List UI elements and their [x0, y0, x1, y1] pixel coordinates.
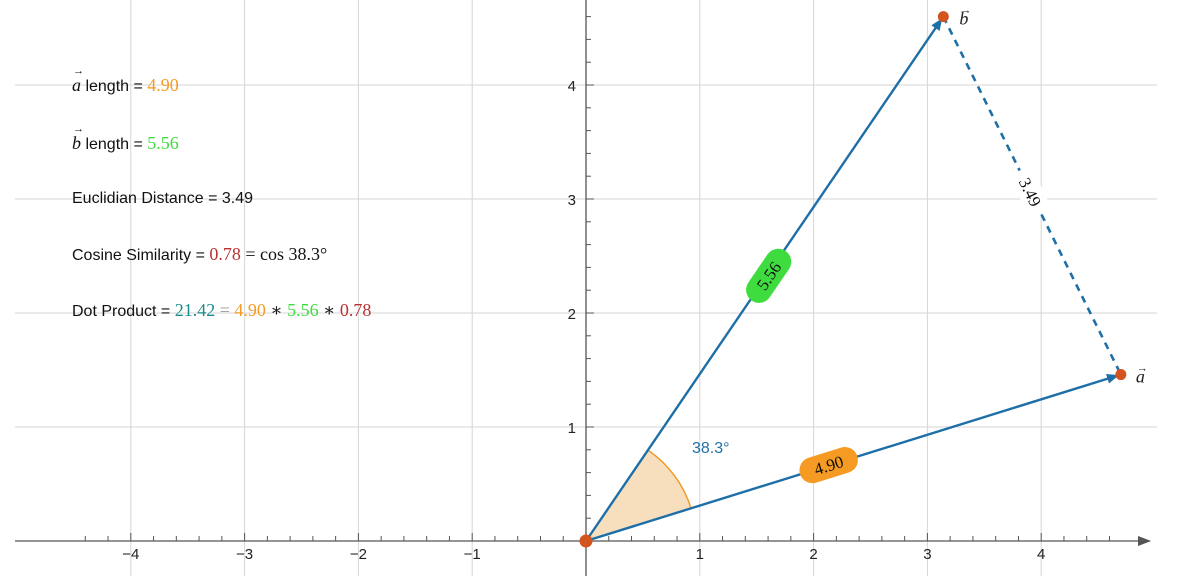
vector-a-length-label: 4.90 [799, 447, 858, 484]
svg-text:a: a [1136, 367, 1145, 387]
y-tick-labels: 1 2 3 4 [568, 78, 576, 437]
y-tick-label: 2 [568, 306, 576, 323]
angle-sector [584, 449, 692, 543]
a-length-text: length = [81, 78, 148, 95]
origin-point[interactable] [579, 534, 593, 548]
x-tick-label: 2 [809, 546, 817, 563]
a-length-row: → a length = 4.90 [72, 65, 179, 96]
point-b-label: b → [959, 5, 971, 29]
x-tick-label: 1 [696, 546, 704, 563]
b-length-row: → b length = 5.56 [72, 123, 179, 154]
x-tick-label: −2 [350, 546, 367, 563]
vector-a-symbol: → a [72, 65, 84, 95]
dot-b-length: 5.56 [287, 300, 319, 320]
vector-arrow-glyph: → [1137, 363, 1148, 375]
x-tick-label: −4 [122, 546, 139, 563]
cosine-angle-expression: = cos 38.3° [240, 244, 328, 264]
angle-label: 38.3° [692, 440, 730, 457]
x-tick-labels: −4 −3 −2 −1 1 2 3 4 [122, 546, 1045, 563]
point-b[interactable] [937, 11, 949, 23]
minor-ticks [84, 16, 1110, 541]
dot-product-row: Dot Product = 21.42 = 4.90 ∗ 5.56 ∗ 0.78 [72, 300, 371, 321]
y-tick-label: 1 [568, 420, 576, 437]
b-length-text: length = [81, 136, 148, 153]
cosine-value: 0.78 [209, 244, 241, 264]
y-tick-label: 4 [568, 78, 576, 95]
b-length-value: 5.56 [147, 133, 179, 153]
euclidean-distance-text: Euclidian Distance = 3.49 [72, 190, 253, 207]
dot-label: Dot Product = [72, 303, 175, 320]
dot-cosine: 0.78 [339, 300, 372, 320]
dot-multiply-2: ∗ [318, 300, 340, 320]
vector-b-symbol: → b [72, 123, 84, 153]
vector-arrow-glyph: → [960, 5, 971, 17]
x-tick-label: −1 [464, 546, 481, 563]
x-tick-label: 4 [1037, 546, 1045, 563]
a-length-value: 4.90 [147, 75, 179, 95]
y-tick-label: 3 [568, 192, 576, 209]
distance-label: 3.49 [1008, 165, 1052, 219]
euclidean-distance-row: Euclidian Distance = 3.49 [72, 190, 253, 208]
x-tick-label: 3 [923, 546, 931, 563]
cosine-label: Cosine Similarity = [72, 247, 210, 264]
dot-value: 21.42 [174, 300, 216, 320]
point-a[interactable] [1115, 369, 1127, 381]
vector-b-length-label: 5.56 [746, 248, 792, 303]
svg-text:b: b [959, 9, 968, 29]
dot-equals: = [215, 300, 235, 320]
cosine-similarity-row: Cosine Similarity = 0.78 = cos 38.3° [72, 244, 327, 265]
dot-multiply-1: ∗ [265, 300, 288, 320]
point-a-label: a → [1136, 363, 1148, 387]
x-tick-label: −3 [236, 546, 253, 563]
dot-a-length: 4.90 [234, 300, 266, 320]
